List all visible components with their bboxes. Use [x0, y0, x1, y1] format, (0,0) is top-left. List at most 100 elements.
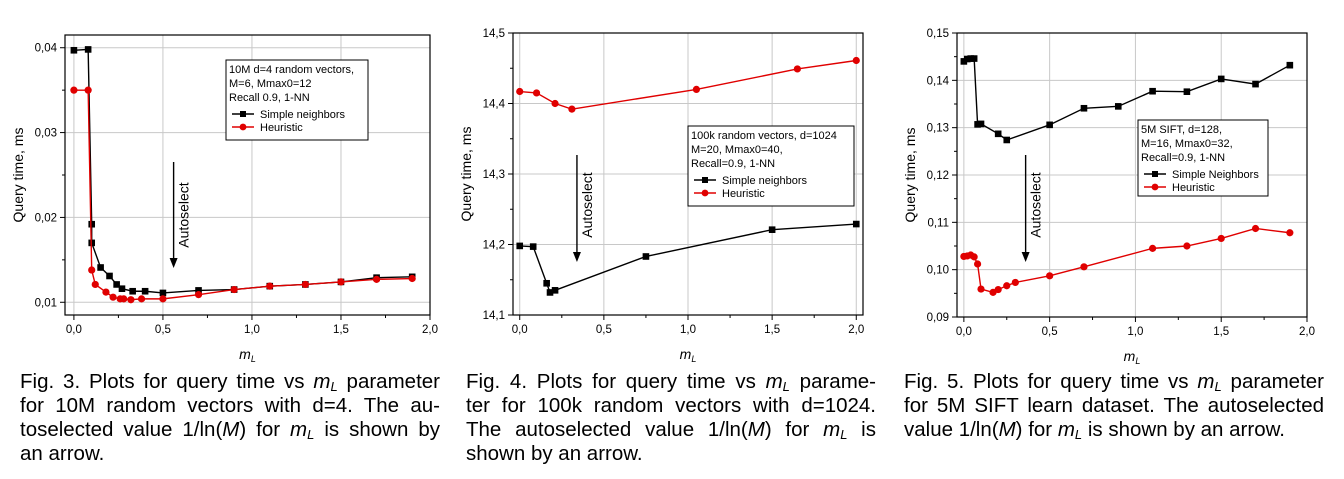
legend-text-line-3: Recall 0.9, 1-NN — [229, 92, 310, 104]
data-point-heuristic — [88, 266, 96, 274]
data-point-heuristic — [1286, 229, 1294, 237]
x-tick-label: 2,0 — [1299, 326, 1315, 338]
data-point-heuristic — [230, 285, 238, 294]
data-point-heuristic — [793, 65, 801, 73]
data-point-simple — [1114, 103, 1122, 110]
y-tick-label: 14,1 — [483, 310, 505, 322]
y-axis-label: Query time, ms — [458, 127, 474, 222]
y-tick-label: 0,02 — [35, 212, 57, 224]
x-axis-label: mL — [239, 346, 256, 364]
caption-fig3: Fig. 3. Plots for query time vs mL param… — [20, 370, 440, 466]
data-point-heuristic — [1183, 242, 1191, 250]
x-axis-label-sub: L — [691, 354, 696, 364]
data-point-simple — [97, 264, 104, 271]
data-point-simple — [141, 287, 149, 295]
data-point-simple — [88, 220, 96, 228]
data-point-simple — [70, 46, 78, 54]
y-tick-label: 0,12 — [927, 170, 949, 182]
y-tick-label: 0,04 — [35, 43, 58, 55]
y-tick-label: 0,01 — [35, 297, 57, 309]
data-point-simple — [516, 242, 524, 250]
data-point-heuristic — [102, 288, 110, 296]
data-point-simple — [1252, 80, 1259, 88]
data-point-heuristic — [692, 85, 701, 93]
legend-box — [1137, 119, 1269, 197]
autoselect-label: Autoselect — [176, 182, 192, 247]
x-tick-label: 2,0 — [848, 324, 864, 336]
data-point-heuristic — [1148, 244, 1157, 252]
legend-swatch-marker — [1152, 171, 1158, 177]
legend-text-line-2: M=16, Mmax0=32, — [1141, 138, 1233, 150]
legend-text-line-3: Recall=0.9, 1-NN — [691, 158, 775, 170]
chart-fig4: 0,0 0,5 1,0 1,5 2,0 14,1 14,2 14,3 14,4 14,5 mL Que… — [458, 28, 864, 364]
data-point-simple — [967, 55, 975, 62]
data-point-heuristic — [301, 280, 309, 289]
data-point-simple — [1286, 61, 1294, 69]
x-tick-label: 0,5 — [596, 324, 612, 336]
x-tick-label: 0,5 — [155, 324, 171, 336]
legend-series-name: Heuristic — [722, 188, 765, 200]
x-tick-label: 1,0 — [680, 324, 696, 336]
data-point-simple — [994, 130, 1002, 138]
legend-swatch-marker — [240, 111, 246, 117]
x-tick-label: 1,5 — [333, 324, 349, 336]
chart-fig3: 0,0 0,5 1,0 1,5 2,0 0,01 0,02 0,03 0,04 mL Query t… — [10, 34, 438, 364]
data-point-simple — [106, 272, 113, 280]
legend-text-line-1: 100k random vectors, d=1024 — [691, 130, 837, 142]
x-tick-label: 1,5 — [1213, 326, 1229, 338]
data-point-heuristic — [1217, 234, 1225, 243]
figure-5: 0,0 0,5 1,0 1,5 2,0 0,09 0,10 0,11 0,12 0,13 0,14 0… — [896, 0, 1344, 479]
data-point-simple — [195, 287, 202, 294]
y-axis-label: Query time, ms — [902, 128, 918, 223]
legend-text-line-1: 5M SIFT, d=128, — [1141, 124, 1222, 136]
data-point-heuristic — [973, 260, 982, 268]
x-tick-label: 1,0 — [244, 324, 260, 336]
data-point-simple — [970, 55, 978, 62]
legend-swatch-marker — [701, 189, 709, 197]
legend-swatch-marker — [1151, 183, 1159, 191]
legend-series-name: Heuristic — [1172, 182, 1215, 194]
data-point-heuristic — [516, 87, 524, 96]
legend-swatch-marker — [239, 123, 247, 131]
data-point-heuristic — [551, 99, 559, 108]
x-tick-label: 1,5 — [764, 324, 780, 336]
data-point-simple — [529, 243, 537, 250]
data-point-simple — [118, 285, 126, 292]
y-tick-label: 0,15 — [927, 28, 949, 40]
x-tick-label: 0,0 — [956, 326, 972, 338]
y-axis-label: Query time, ms — [10, 128, 26, 223]
data-point-simple — [546, 289, 554, 296]
data-point-simple — [113, 281, 120, 288]
data-point-heuristic — [568, 105, 576, 113]
data-point-heuristic — [1080, 263, 1088, 271]
x-axis-label-sub: L — [251, 354, 256, 364]
y-tick-label: 14,3 — [483, 169, 505, 181]
data-point-heuristic — [137, 295, 146, 303]
caption-line: The autoselected value 1/ln(M) for mL is — [466, 418, 876, 442]
data-point-simple — [977, 120, 985, 128]
data-point-heuristic — [994, 285, 1002, 294]
data-point-simple — [960, 58, 968, 65]
data-point-heuristic — [372, 275, 381, 283]
data-point-simple — [642, 253, 650, 260]
x-axis-label: mL — [1124, 348, 1141, 366]
legend-text-line-3: Recall=0.9, 1-NN — [1141, 152, 1225, 164]
legend-series-name: Heuristic — [260, 122, 303, 134]
y-tick-label: 0,09 — [927, 312, 949, 324]
data-point-simple — [1080, 104, 1088, 112]
autoselect-label: Autoselect — [1028, 172, 1044, 237]
y-tick-label: 14,4 — [483, 99, 506, 111]
legend-text-line-2: M=20, Mmax0=40, — [691, 144, 783, 156]
caption-line: value 1/ln(M) for mL is shown by an arro… — [904, 418, 1285, 442]
y-tick-label: 0,14 — [927, 75, 950, 87]
data-point-heuristic — [266, 282, 274, 290]
autoselect-label: Autoselect — [579, 172, 595, 237]
y-tick-label: 14,5 — [483, 28, 505, 40]
data-point-heuristic — [970, 253, 978, 261]
autoselect-arrow-head — [169, 258, 178, 268]
figure-4: 0,0 0,5 1,0 1,5 2,0 14,1 14,2 14,3 14,4 14,5 mL Que… — [448, 0, 896, 479]
caption-line: Fig. 4. Plots for query time vs mL param… — [466, 370, 876, 394]
caption-line: for 5M SIFT learn dataset. The autoselec… — [904, 394, 1324, 417]
caption-line: Fig. 5. Plots for query time vs mL param… — [904, 370, 1324, 394]
x-axis-label: mL — [680, 346, 697, 364]
